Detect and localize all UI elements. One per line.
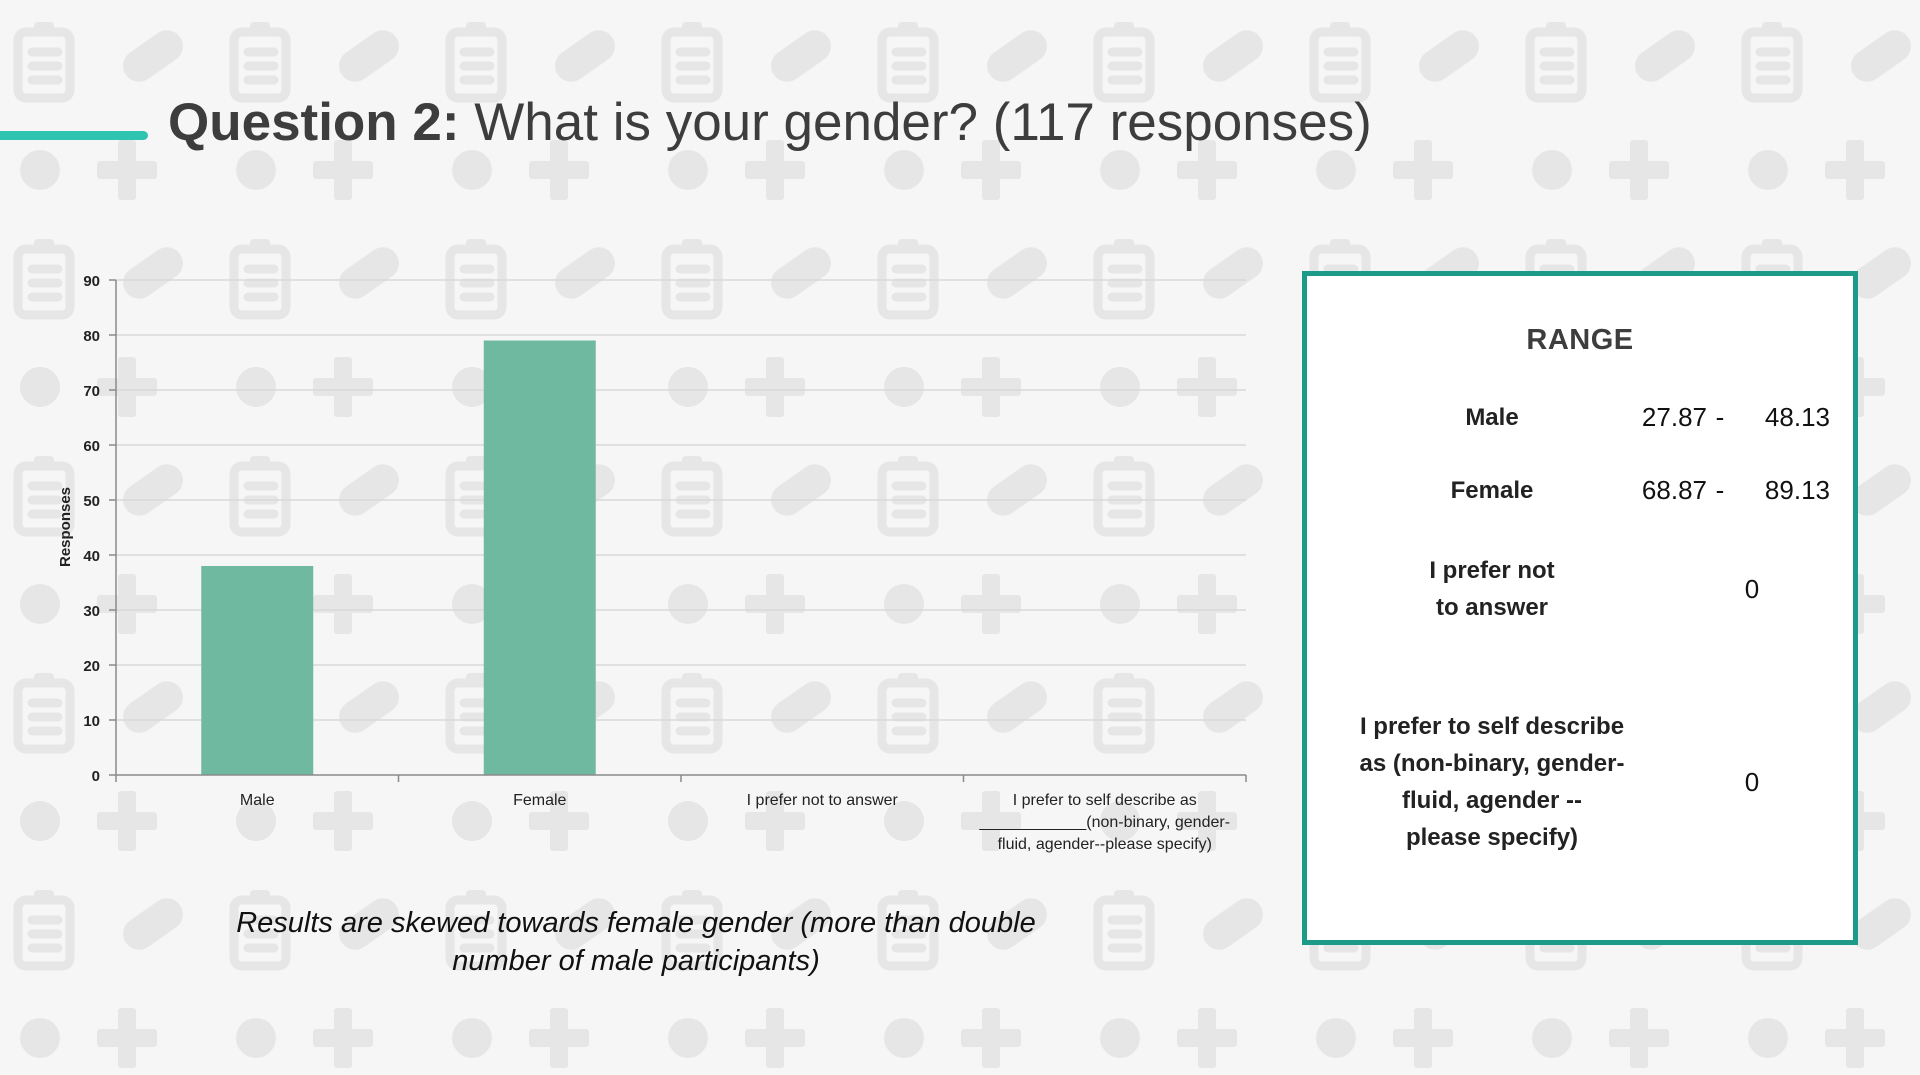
chart-gridlines xyxy=(116,279,1246,721)
y-tick-label: 80 xyxy=(83,328,100,345)
x-category-label: Male xyxy=(240,792,275,809)
y-tick-label: 10 xyxy=(83,713,100,730)
range-max-value: 89.13 xyxy=(1764,475,1830,505)
y-tick-label: 40 xyxy=(83,548,100,565)
chart-bars xyxy=(201,340,596,775)
range-value: 0 xyxy=(1744,573,1760,604)
y-axis-label: Responses xyxy=(57,487,74,567)
range-separator: - xyxy=(1715,402,1725,432)
range-label-line: Female xyxy=(1450,477,1534,504)
question-text: What is your gender? (117 responses) xyxy=(474,93,1372,152)
y-tick-label: 70 xyxy=(83,383,100,400)
range-label-line: I prefer not xyxy=(1429,557,1555,584)
range-min-value: 27.87 xyxy=(1641,402,1707,432)
bar xyxy=(201,566,314,775)
title-accent-line xyxy=(0,131,148,140)
bar-chart: 0 10 20 30 40 50 60 70 80 90 Male Female I prefer no… xyxy=(57,273,1247,853)
question-label: Question 2: xyxy=(168,93,460,152)
range-label: Female xyxy=(1337,472,1647,509)
range-value: 0 xyxy=(1744,766,1760,797)
y-tick-label: 0 xyxy=(92,768,100,785)
range-min-value: 68.87 xyxy=(1641,475,1707,505)
x-category-label: fluid, agender--please specify) xyxy=(998,836,1212,853)
range-label-line: I prefer to self describe xyxy=(1359,713,1625,740)
range-label: I prefer not to answer xyxy=(1337,552,1647,626)
range-label-line: Male xyxy=(1465,404,1519,431)
range-label-line: please specify) xyxy=(1405,824,1579,851)
range-label-line: as (non-binary, gender- xyxy=(1359,750,1625,777)
range-separator: - xyxy=(1715,475,1725,505)
x-category-label: ____________(non-binary, gender- xyxy=(978,814,1230,831)
y-tick-label: 20 xyxy=(83,658,100,675)
chart-labels: 0 10 20 30 40 50 60 70 80 90 Male Female I prefer no… xyxy=(57,273,1230,853)
range-box: RANGE Male 27.87-48.13 Female 68.87-89.13 I … xyxy=(1302,271,1858,945)
y-tick-label: 60 xyxy=(83,438,100,455)
range-max-value: 48.13 xyxy=(1764,402,1830,432)
range-title: RANGE xyxy=(1526,324,1634,356)
range-label: I prefer to self describe as (non-binary,… xyxy=(1337,708,1647,856)
chart-axes xyxy=(109,279,1247,782)
x-category-label: I prefer not to answer xyxy=(747,792,899,809)
chart-caption: Results are skewed towards female gender… xyxy=(236,907,1036,977)
x-category-label: Female xyxy=(513,792,566,809)
y-tick-label: 50 xyxy=(83,493,100,510)
bar xyxy=(483,340,596,775)
range-label-line: fluid, agender -- xyxy=(1402,787,1582,814)
page-title: Question 2: What is your gender? (117 re… xyxy=(168,92,1372,153)
y-tick-label: 90 xyxy=(83,273,100,290)
range-label-line: to answer xyxy=(1435,594,1549,621)
range-label: Male xyxy=(1337,399,1647,436)
x-category-label: I prefer to self describe as xyxy=(1013,792,1197,809)
y-tick-label: 30 xyxy=(83,603,100,620)
